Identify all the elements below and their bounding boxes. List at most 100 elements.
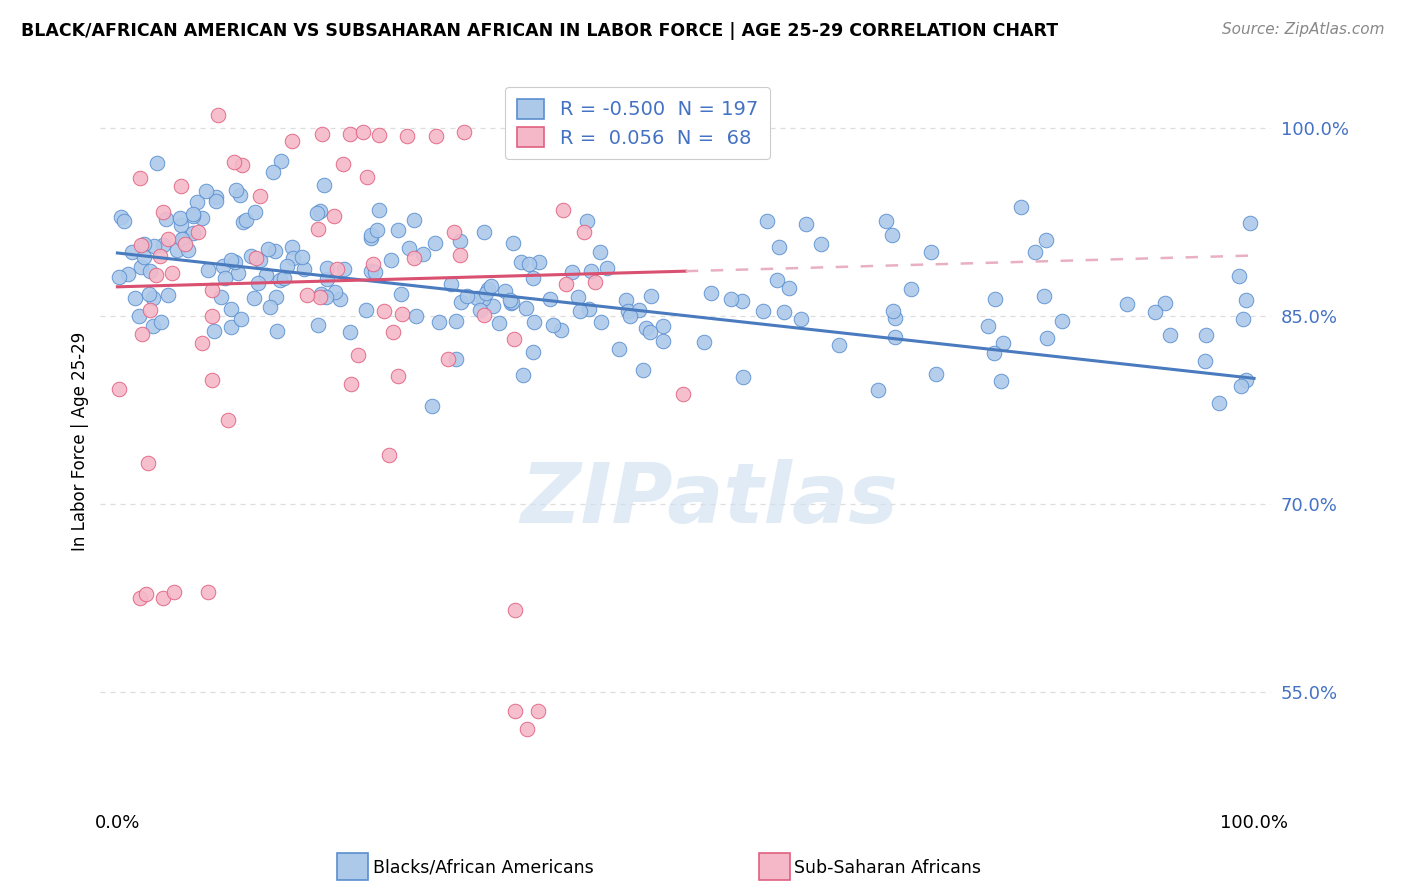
Point [212,259,235,273]
Point [243,204,266,219]
Point [197,263,219,277]
Point [619,309,641,323]
Point [177,243,200,257]
Point [382,325,405,339]
Point [249,188,271,202]
Point [152,238,174,252]
Point [207,108,229,122]
Point [733,370,755,384]
Point [882,304,904,318]
Point [1239,216,1261,230]
Point [465,291,488,305]
Point [1234,373,1257,387]
Point [329,293,352,307]
Point [152,205,174,219]
Point [197,584,219,599]
Point [634,321,657,335]
Point [326,261,349,276]
Point [156,231,179,245]
Point [472,225,495,239]
Point [720,292,742,306]
Point [339,325,361,339]
Point [501,294,523,309]
Point [446,352,468,367]
Point [312,178,335,192]
Point [772,305,794,319]
Point [368,202,391,217]
Point [112,214,135,228]
Point [515,301,537,315]
Point [517,257,540,271]
Point [449,248,471,262]
Point [522,271,544,285]
Point [437,352,460,367]
Point [456,289,478,303]
Point [129,170,152,185]
Point [561,265,583,279]
Point [576,214,599,228]
Point [631,363,654,377]
Point [766,273,789,287]
Point [446,313,468,327]
Point [768,240,790,254]
Point [541,318,564,332]
Point [555,277,578,292]
Point [1230,379,1253,393]
Point [266,324,288,338]
Point [420,399,443,413]
Text: Sub-Saharan Africans: Sub-Saharan Africans [794,859,981,877]
Point [204,190,226,204]
Point [1159,328,1181,343]
Point [243,292,266,306]
Point [1032,288,1054,302]
Point [219,253,242,268]
Point [204,325,226,339]
Point [984,292,1007,306]
Point [977,318,1000,333]
Point [307,318,329,333]
Point [1234,293,1257,307]
Point [273,270,295,285]
Point [307,222,329,236]
Point [231,312,253,326]
Point [522,344,544,359]
Point [315,290,337,304]
Point [214,271,236,285]
Point [256,242,278,256]
Point [868,383,890,397]
Point [138,286,160,301]
Point [107,382,129,396]
Point [499,293,522,308]
Point [360,227,382,242]
Point [900,282,922,296]
Point [591,315,613,329]
Point [186,195,208,210]
Point [170,232,193,246]
Point [474,286,496,301]
Point [245,252,267,266]
Point [488,316,510,330]
Point [672,387,695,401]
Point [567,290,589,304]
Point [110,211,132,225]
Point [1195,328,1218,343]
Point [281,134,304,148]
Point [281,240,304,254]
Point [876,213,898,227]
Point [263,244,285,258]
Point [883,310,905,325]
Point [423,235,446,250]
Point [651,319,673,334]
Point [880,227,903,242]
Point [201,283,224,297]
Point [360,264,382,278]
Point [983,345,1005,359]
Point [1036,331,1059,345]
Point [373,303,395,318]
Text: Source: ZipAtlas.com: Source: ZipAtlas.com [1222,22,1385,37]
Point [228,188,250,202]
Point [226,266,249,280]
Point [129,260,152,274]
Point [142,239,165,253]
Point [340,376,363,391]
